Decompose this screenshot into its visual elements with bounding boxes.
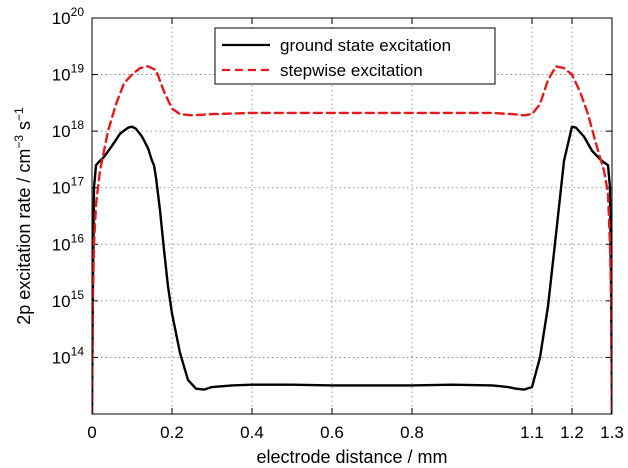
series-line-stepwise <box>92 65 612 414</box>
legend-label-ground: ground state excitation <box>280 36 451 55</box>
legend: ground state excitation stepwise excitat… <box>214 27 496 85</box>
y-axis-label-mid: s <box>14 121 34 135</box>
y-tick-label: 1016 <box>52 231 85 254</box>
plot-area <box>92 65 612 414</box>
plot-frame <box>91 17 613 415</box>
x-tick-label: 0 <box>87 423 96 442</box>
series-line-ground-state <box>92 125 612 414</box>
x-tick-label: 0.2 <box>160 423 184 442</box>
y-axis-label: 2p excitation rate / cm−3 s−1 <box>12 107 34 325</box>
y-tick-label: 1020 <box>52 5 85 28</box>
legend-box <box>214 27 496 85</box>
y-axis-label-sup1: −3 <box>12 135 26 149</box>
x-tick-label: 0.4 <box>240 423 264 442</box>
legend-label-stepwise: stepwise excitation <box>280 61 423 80</box>
y-tick-label: 1018 <box>52 118 85 141</box>
y-tick-label: 1017 <box>52 175 85 198</box>
y-tick-label: 1014 <box>52 344 85 367</box>
x-tick-label: 1.2 <box>560 423 584 442</box>
y-tick-label: 1015 <box>52 288 85 311</box>
x-tick-labels: 0 0.2 0.4 0.6 0.8 1.1 1.2 1.3 <box>87 423 624 442</box>
x-tick-label: 0.8 <box>400 423 424 442</box>
x-axis-label: electrode distance / mm <box>256 447 447 467</box>
x-tick-label: 0.6 <box>320 423 344 442</box>
y-tick-label: 1019 <box>52 62 85 85</box>
y-tick-labels: 1014 1015 1016 1017 1018 1019 1020 <box>52 5 85 367</box>
y-axis-label-main: 2p excitation rate / cm <box>14 149 34 325</box>
y-axis-label-sup2: −1 <box>12 107 26 121</box>
x-tick-label: 1.3 <box>600 423 624 442</box>
series-layer <box>92 65 612 414</box>
x-tick-label: 1.1 <box>520 423 544 442</box>
grid <box>92 18 612 414</box>
